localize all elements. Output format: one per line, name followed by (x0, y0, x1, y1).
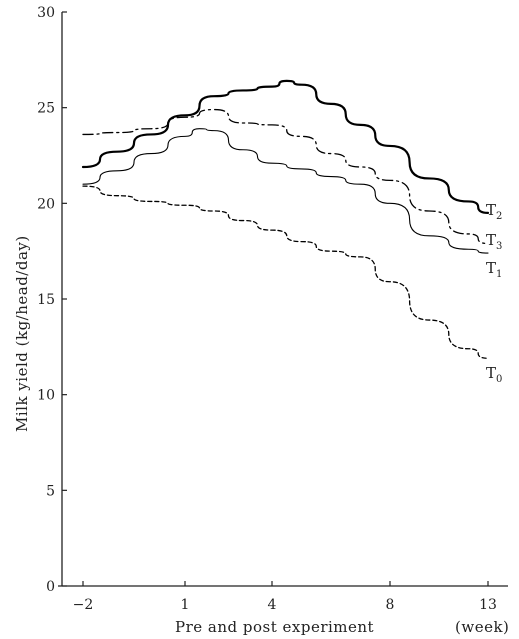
series-line-t0 (82, 185, 489, 359)
y-tick-label: 30 (37, 5, 55, 21)
series-label-t3: T3 (486, 231, 502, 252)
series-label-t0: T0 (486, 364, 502, 385)
series-label-t1: T1 (486, 259, 502, 280)
series-line-t1 (82, 128, 489, 254)
y-tick-label: 15 (37, 292, 55, 308)
x-tick-label: 1 (181, 597, 190, 613)
x-tick-label: 4 (268, 597, 277, 613)
series-layer (81, 79, 490, 359)
y-tick-label: 0 (46, 579, 55, 595)
series-labels: T2 T3 T1 T0 (486, 201, 502, 385)
y-tick-label: 5 (46, 483, 55, 499)
series-label-t2: T2 (486, 201, 502, 222)
x-ticks: −2 1 4 8 13 (73, 581, 497, 613)
y-tick-label: 20 (37, 196, 55, 212)
x-axis-label: Pre and post experiment (175, 618, 374, 636)
axes (58, 12, 508, 587)
y-tick-label: 25 (37, 101, 55, 117)
x-axis-unit: (week) (455, 618, 509, 636)
y-ticks: 0 5 10 15 20 25 30 (37, 5, 67, 595)
x-tick-label: −2 (73, 597, 94, 613)
y-axis-label: Milk yield (kg/head/day) (13, 235, 31, 432)
y-tick-label: 10 (37, 388, 55, 404)
x-tick-label: 8 (386, 597, 395, 613)
series-line-t3 (82, 108, 489, 245)
x-tick-label: 13 (479, 597, 497, 613)
series-line-t2 (81, 79, 490, 214)
